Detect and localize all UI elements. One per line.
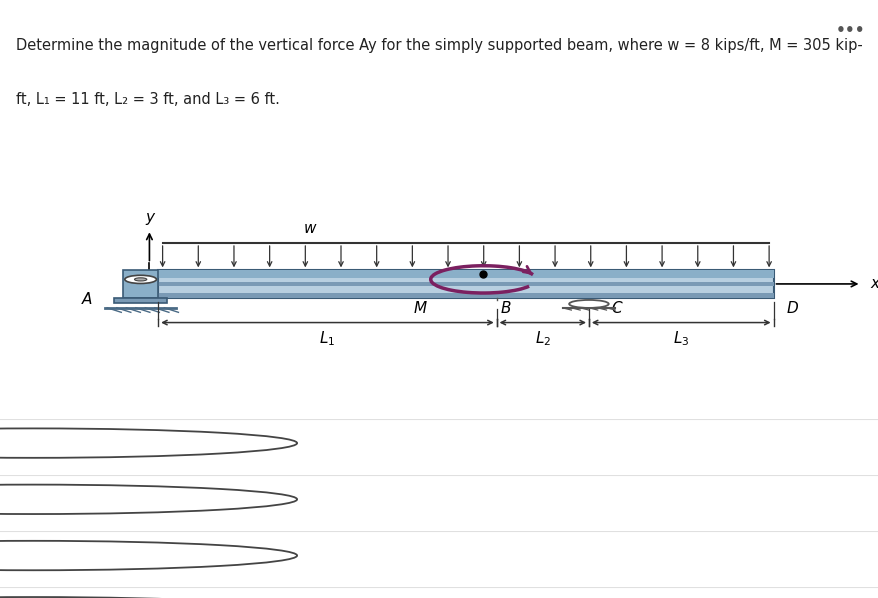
Circle shape <box>0 597 297 598</box>
Text: C: C <box>28 548 39 563</box>
Text: 72.3 kips: 72.3 kips <box>66 435 133 451</box>
Text: ft, L₁ = 11 ft, L₂ = 3 ft, and L₃ = 6 ft.: ft, L₁ = 11 ft, L₂ = 3 ft, and L₃ = 6 ft… <box>16 92 279 107</box>
Text: •••: ••• <box>835 23 865 38</box>
Text: 48.8 kips: 48.8 kips <box>66 548 133 563</box>
Bar <box>158 270 773 278</box>
Text: C: C <box>610 301 621 316</box>
Bar <box>158 270 773 298</box>
Text: x: x <box>869 276 878 291</box>
Circle shape <box>125 275 156 283</box>
Text: y: y <box>145 210 154 225</box>
Text: $L_3$: $L_3$ <box>673 329 688 348</box>
Text: B: B <box>28 492 39 507</box>
Text: $L_2$: $L_2$ <box>534 329 551 348</box>
Bar <box>114 298 167 303</box>
Text: B: B <box>500 301 511 316</box>
Circle shape <box>134 278 147 281</box>
Text: w: w <box>303 221 316 236</box>
Circle shape <box>0 484 297 514</box>
Text: A: A <box>82 292 92 307</box>
Text: D: D <box>786 301 797 316</box>
Bar <box>158 293 773 298</box>
Bar <box>123 270 158 298</box>
Text: 92.7 kips: 92.7 kips <box>66 492 133 507</box>
Bar <box>158 282 773 286</box>
Text: M: M <box>413 301 426 316</box>
Ellipse shape <box>569 300 608 308</box>
Circle shape <box>0 428 297 458</box>
Text: Determine the magnitude of the vertical force Ay for the simply supported beam, : Determine the magnitude of the vertical … <box>16 38 861 53</box>
Text: $L_1$: $L_1$ <box>319 329 335 348</box>
Text: A: A <box>28 436 39 450</box>
Circle shape <box>0 541 297 570</box>
